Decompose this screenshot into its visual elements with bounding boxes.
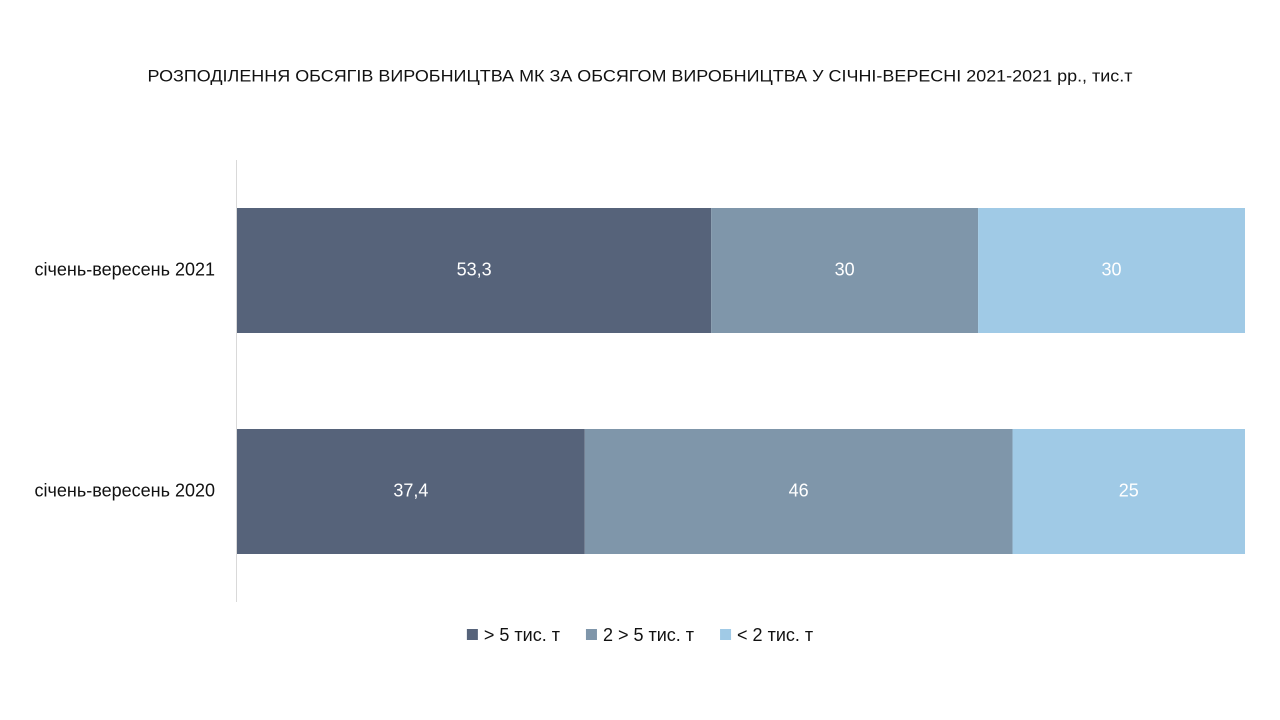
bar-segment — [584, 429, 1013, 554]
value-label: 30 — [1102, 259, 1122, 279]
y-tick-label: січень-вересень 2021 — [35, 259, 215, 279]
bar-segment — [237, 208, 712, 333]
legend-swatch — [720, 629, 732, 640]
legend-label: < 2 тис. т — [737, 625, 813, 645]
value-label: 46 — [789, 480, 809, 500]
legend-swatch — [585, 629, 597, 640]
bar-segment — [237, 429, 585, 554]
bar-segment — [978, 208, 1245, 333]
bar-segment — [711, 208, 979, 333]
value-label: 37,4 — [393, 480, 428, 500]
value-label: 25 — [1119, 480, 1139, 500]
y-tick-label: січень-вересень 2020 — [35, 480, 215, 500]
legend-swatch — [466, 629, 478, 640]
value-label: 30 — [835, 259, 855, 279]
value-label: 53,3 — [457, 259, 492, 279]
legend-label: 2 > 5 тис. т — [603, 625, 694, 645]
legend-label: > 5 тис. т — [484, 625, 560, 645]
bar-segment — [1012, 429, 1245, 554]
chart-title: РОЗПОДІЛЕННЯ ОБСЯГІВ ВИРОБНИЦТВА МК ЗА О… — [148, 66, 1133, 85]
